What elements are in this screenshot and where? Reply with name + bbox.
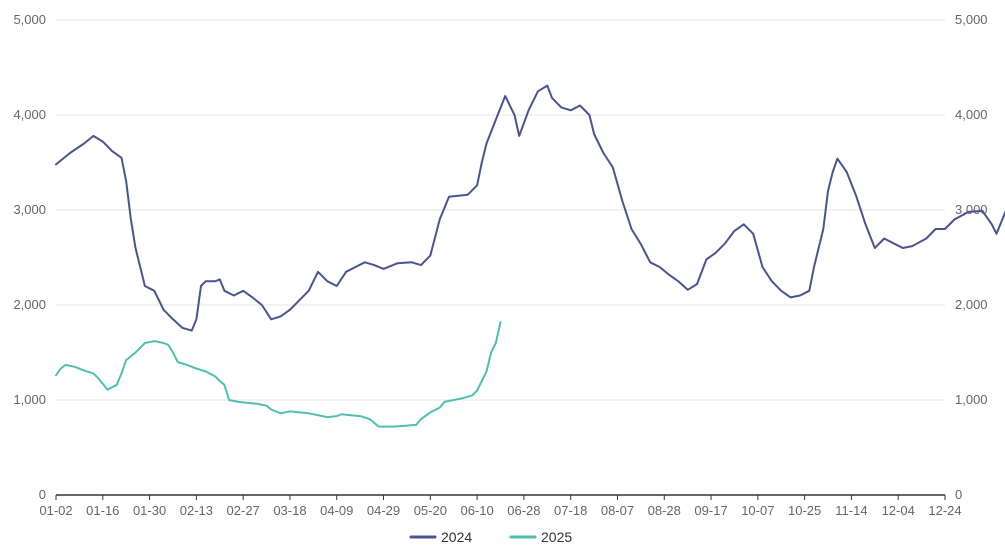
series-lines [55, 84, 1005, 428]
series-line-2024[interactable] [55, 84, 1005, 393]
grid-lines [56, 19, 945, 401]
legend-item-2024[interactable]: 2024 [409, 529, 472, 545]
x-tick-label: 01-02 [39, 503, 72, 518]
x-tick-label: 11-14 [835, 503, 867, 518]
legend-label: 2025 [541, 529, 572, 545]
x-tick-label: 07-18 [554, 503, 587, 518]
x-tick-label: 02-13 [180, 503, 213, 518]
y-tick-label-left: 5,000 [13, 12, 46, 27]
x-tick-label: 09-17 [694, 503, 727, 518]
y-tick-label-left: 3,000 [13, 202, 46, 217]
x-tick-label: 06-28 [507, 503, 540, 518]
x-tick-label: 01-16 [86, 503, 119, 518]
x-tick-label: 03-18 [273, 503, 306, 518]
y-tick-label-right: 1,000 [955, 392, 988, 407]
x-tick-label: 02-27 [227, 503, 260, 518]
x-tick-label: 05-20 [414, 503, 447, 518]
y-tick-label-left: 2,000 [13, 297, 46, 312]
legend-item-2025[interactable]: 2025 [509, 529, 572, 545]
x-tick-label: 08-28 [648, 503, 681, 518]
y-tick-label-right: 2,000 [955, 297, 988, 312]
y-tick-label-right: 0 [955, 487, 962, 502]
y-tick-label-right: 5,000 [955, 12, 988, 27]
legend: 2024 2025 [409, 529, 572, 545]
x-tick-label: 04-09 [320, 503, 353, 518]
x-tick-label: 06-10 [460, 503, 493, 518]
y-tick-label-right: 3,000 [955, 202, 988, 217]
legend-label: 2024 [441, 529, 472, 545]
y-tick-label-left: 0 [39, 487, 46, 502]
x-tick-label: 04-29 [367, 503, 400, 518]
x-tick-label: 01-30 [133, 503, 166, 518]
x-tick-label: 12-24 [928, 503, 961, 518]
x-tick-label: 08-07 [601, 503, 634, 518]
x-tick-label: 10-07 [741, 503, 774, 518]
series-line-2025[interactable] [55, 321, 502, 428]
y-tick-label-left: 4,000 [13, 107, 46, 122]
axes: 0 0 1,000 1,000 2,000 2,000 3,000 3,000 4,000 4,0… [13, 12, 987, 518]
y-tick-label-left: 1,000 [13, 392, 46, 407]
y-tick-label-right: 4,000 [955, 107, 988, 122]
x-tick-label: 10-25 [788, 503, 821, 518]
x-tick-label: 12-04 [882, 503, 915, 518]
